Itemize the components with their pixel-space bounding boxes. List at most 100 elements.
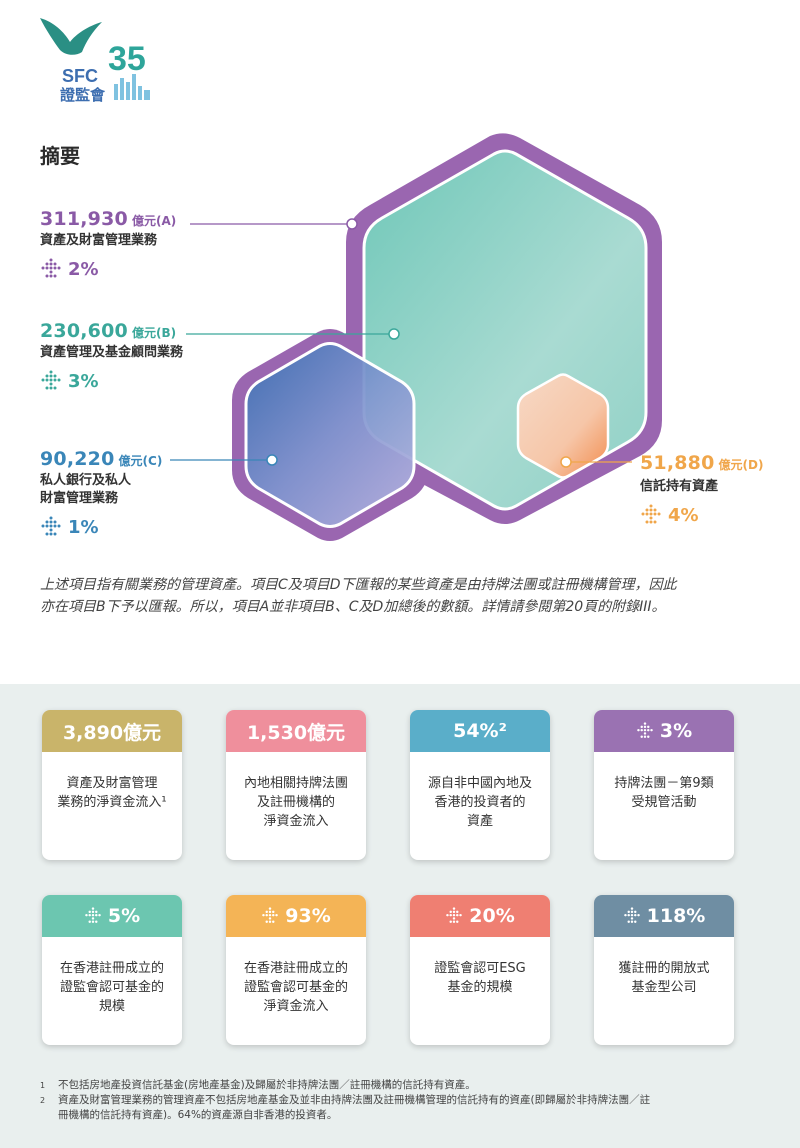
page-heading: 摘要 <box>40 144 80 168</box>
card-description-line: 證監會認可基金的 <box>59 980 164 995</box>
metric-c-label-line2: 財富管理業務 <box>40 491 119 506</box>
card-value: 5% <box>107 905 141 927</box>
card-header: 5% <box>42 895 182 937</box>
highlight-card: 93% 在香港註冊成立的 證監會認可基金的 淨資金流入 <box>226 895 366 1045</box>
highlight-card: 5% 在香港註冊成立的 證監會認可基金的 規模 <box>42 895 182 1045</box>
hex-c <box>244 342 416 528</box>
card-value: 118% <box>646 905 706 927</box>
metric-a-value: 311,930 <box>40 208 128 230</box>
metric-a-label: 資產及財富管理業務 <box>40 233 158 248</box>
card-description: 源自非中國內地及 香港的投資者的 資產 <box>410 752 550 831</box>
card-description-line: 在香港註冊成立的 <box>243 961 348 976</box>
highlight-card: 20% 證監會認可ESG 基金的規模 <box>410 895 550 1045</box>
metric-d-label: 信託持有資產 <box>640 479 719 494</box>
up-arrow-icon <box>637 722 653 738</box>
hex-d <box>516 373 610 479</box>
card-description-line: 香港的投資者的 <box>434 795 526 810</box>
metric-b-growth: 3% <box>68 370 99 392</box>
card-header: 93% <box>226 895 366 937</box>
card-description: 在香港註冊成立的 證監會認可基金的 淨資金流入 <box>226 937 366 1016</box>
up-arrow-icon <box>641 504 661 524</box>
card-value: 54%² <box>453 720 507 742</box>
card-description-line: 基金的規模 <box>447 980 513 995</box>
metric-d-growth: 4% <box>668 504 699 526</box>
footnote-1-number: 1 <box>40 1081 46 1090</box>
up-arrow-icon <box>41 370 61 390</box>
metric-c-growth: 1% <box>68 516 99 538</box>
note-line-2: 亦在項目B下予以匯報。所以，項目A並非項目B、C及D加總後的數額。詳情請參閱第2… <box>40 599 666 615</box>
metric-a-growth: 2% <box>68 258 99 280</box>
card-header: 118% <box>594 895 734 937</box>
card-description: 在香港註冊成立的 證監會認可基金的 規模 <box>42 937 182 1016</box>
highlight-card: 3% 持牌法團－第9類 受規管活動 <box>594 710 734 860</box>
card-description-line: 源自非中國內地及 <box>427 776 532 791</box>
highlight-card: 3,890億元資產及財富管理 業務的淨資金流入¹ <box>42 710 182 860</box>
card-description-line: 淨資金流入 <box>263 999 329 1014</box>
metric-b: 230,600 億元(B) 資產管理及基金顧問業務 3% <box>40 320 183 392</box>
card-value: 93% <box>285 905 331 927</box>
card-value: 1,530億元 <box>246 721 346 744</box>
card-header: 20% <box>410 895 550 937</box>
logo-chinese-text: 證監會 <box>60 86 106 104</box>
up-arrow-icon <box>262 907 279 923</box>
metric-c-label-line1: 私人銀行及私人 <box>40 473 132 488</box>
card-header: 1,530億元 <box>226 710 366 752</box>
metric-b-label: 資產管理及基金顧問業務 <box>40 345 184 360</box>
metric-d-value: 51,880 <box>640 452 715 474</box>
card-description-line: 證監會認可基金的 <box>243 980 348 995</box>
card-value: 3,890億元 <box>62 721 162 744</box>
metric-b-unit: 億元(B) <box>131 326 177 340</box>
footnote-2-text: 資產及財富管理業務的管理資產不包括房地產基金及並非由持牌法團及註冊機構管理的信託… <box>58 1094 651 1106</box>
card-description: 持牌法團－第9類 受規管活動 <box>594 752 734 812</box>
footnote-2-text-cont: 冊機構的信託持有資產)。64%的資產源自非香港的投資者。 <box>58 1109 338 1121</box>
footnote-2-number: 2 <box>40 1096 46 1105</box>
highlight-card: 1,530億元內地相關持牌法團 及註冊機構的 淨資金流入 <box>226 710 366 860</box>
card-description-line: 證監會認可ESG <box>434 961 526 976</box>
card-description-line: 獲註冊的開放式 <box>618 961 710 976</box>
card-header: 54%² <box>410 710 550 752</box>
metric-b-value: 230,600 <box>40 320 128 342</box>
hexagon-illustration <box>170 133 662 541</box>
highlight-card: 54%² 源自非中國內地及 香港的投資者的 資產 <box>410 710 550 860</box>
card-description-line: 及註冊機構的 <box>256 795 335 810</box>
logo-35-text: 35 <box>108 40 146 78</box>
metric-a: 311,930 億元(A) 資產及財富管理業務 2% <box>40 208 176 280</box>
metric-d-unit: 億元(D) <box>718 458 764 472</box>
card-description-line: 內地相關持牌法團 <box>243 776 348 791</box>
explanatory-note: 上述項目指有關業務的管理資產。項目C及項目D下匯報的某些資產是由持牌法團或註冊機… <box>40 574 760 618</box>
card-description-line: 資產 <box>466 814 493 829</box>
metric-c-value: 90,220 <box>40 448 115 470</box>
up-arrow-icon <box>85 907 101 923</box>
card-description-line: 資產及財富管理 <box>66 776 158 791</box>
card-header: 3% <box>594 710 734 752</box>
card-value: 3% <box>659 720 693 742</box>
card-header: 3,890億元 <box>42 710 182 752</box>
note-line-1: 上述項目指有關業務的管理資產。項目C及項目D下匯報的某些資產是由持牌法團或註冊機… <box>40 577 677 593</box>
up-arrow-icon <box>41 258 61 278</box>
footnote-1-text: 不包括房地產投資信託基金(房地產基金)及歸屬於非持牌法團／註冊機構的信託持有資產… <box>58 1079 476 1091</box>
card-description-line: 受規管活動 <box>631 795 697 810</box>
metric-c-unit: 億元(C) <box>118 454 163 468</box>
card-description: 資產及財富管理 業務的淨資金流入¹ <box>42 752 182 812</box>
card-description: 證監會認可ESG 基金的規模 <box>410 937 550 997</box>
metric-a-unit: 億元(A) <box>131 214 177 228</box>
card-value: 20% <box>469 905 515 927</box>
metric-c: 90,220 億元(C) 私人銀行及私人 財富管理業務 1% <box>40 448 162 538</box>
card-description-line: 淨資金流入 <box>263 814 329 829</box>
card-description: 內地相關持牌法團 及註冊機構的 淨資金流入 <box>226 752 366 831</box>
up-arrow-icon <box>446 907 463 923</box>
up-arrow-icon <box>41 516 61 536</box>
footnotes: 1 不包括房地產投資信託基金(房地產基金)及歸屬於非持牌法團／註冊機構的信託持有資… <box>40 1078 760 1123</box>
up-arrow-icon <box>623 907 640 923</box>
card-description-line: 在香港註冊成立的 <box>59 961 164 976</box>
card-description-line: 規模 <box>98 999 125 1014</box>
sfc-35-logo: SFC 35 證監會 <box>40 18 150 104</box>
card-description: 獲註冊的開放式 基金型公司 <box>594 937 734 997</box>
logo-sfc-text: SFC <box>62 66 98 86</box>
card-description-line: 持牌法團－第9類 <box>614 776 714 791</box>
skyline-icon <box>114 74 150 100</box>
card-description-line: 基金型公司 <box>631 980 697 995</box>
bird-icon <box>40 18 102 55</box>
metric-d: 51,880 億元(D) 信託持有資產 4% <box>640 452 763 526</box>
card-description-line: 業務的淨資金流入¹ <box>57 795 167 810</box>
